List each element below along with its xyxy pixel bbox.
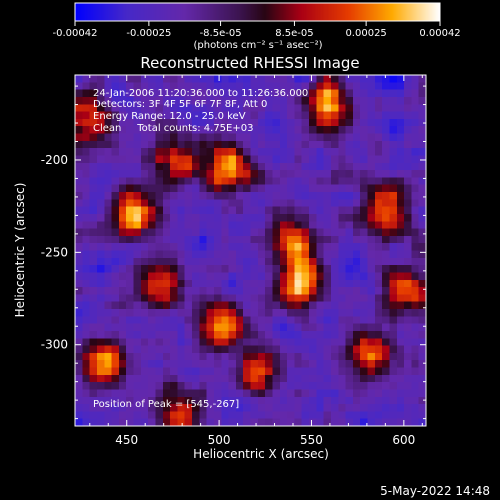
x-tick-label: 450 bbox=[115, 433, 138, 447]
colorbar-frame bbox=[74, 2, 441, 22]
colorbar-tick-label: 0.00042 bbox=[419, 28, 460, 39]
y-tick-label: -250 bbox=[41, 245, 68, 259]
colorbar: -0.00042 -0.00025 -8.5e-05 8.5e-05 0.00025 0.… bbox=[53, 2, 461, 51]
colorbar-gradient bbox=[75, 3, 440, 21]
annotation-block: 24-Jan-2006 11:20:36.000 to 11:26:36.000… bbox=[93, 88, 308, 410]
x-tick-label: 600 bbox=[392, 433, 415, 447]
y-axis-label: Heliocentric Y (arcsec) bbox=[13, 183, 27, 318]
plot-area: 450 500 550 600 -200 -250 -300 bbox=[41, 74, 427, 447]
x-axis-label: Heliocentric X (arcsec) bbox=[193, 447, 329, 461]
annotation-energy-range: Energy Range: 12.0 - 25.0 keV bbox=[93, 111, 246, 122]
x-tick-label: 500 bbox=[208, 433, 231, 447]
y-tick-label: -300 bbox=[41, 338, 68, 352]
colorbar-tick-label: 8.5e-05 bbox=[275, 28, 313, 39]
y-tick-label: -200 bbox=[41, 153, 68, 167]
annotation-time-range: 24-Jan-2006 11:20:36.000 to 11:26:36.000 bbox=[93, 88, 308, 99]
colorbar-tick-label: -8.5e-05 bbox=[200, 28, 242, 39]
colorbar-unit-label: (photons cm⁻² s⁻¹ asec⁻²) bbox=[193, 40, 322, 51]
colorbar-tick-label: 0.00025 bbox=[345, 28, 386, 39]
chart-title: Reconstructed RHESSI Image bbox=[140, 54, 359, 72]
axis-ticks: 450 500 550 600 -200 -250 -300 bbox=[41, 75, 426, 447]
annotation-method: Clean Total counts: 4.75E+03 bbox=[93, 123, 253, 134]
annotation-peak: Position of Peak = [545,-267] bbox=[93, 399, 239, 410]
plot-frame bbox=[74, 74, 427, 427]
colorbar-tick-label: -0.00042 bbox=[53, 28, 98, 39]
x-tick-label: 550 bbox=[300, 433, 323, 447]
annotation-detectors: Detectors: 3F 4F 5F 6F 7F 8F, Att 0 bbox=[93, 99, 267, 110]
colorbar-tick-label: -0.00025 bbox=[126, 28, 171, 39]
heatmap-image bbox=[75, 75, 426, 426]
colorbar-ticks: -0.00042 -0.00025 -8.5e-05 8.5e-05 0.00025 0.… bbox=[53, 21, 461, 39]
datestamp: 5-May-2022 14:48 bbox=[380, 484, 490, 498]
